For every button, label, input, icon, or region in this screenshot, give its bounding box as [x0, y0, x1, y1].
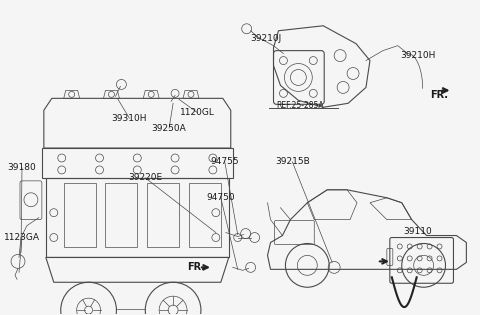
Text: 39310H: 39310H: [112, 114, 147, 123]
Text: 39220E: 39220E: [128, 173, 162, 182]
Text: 1123GA: 1123GA: [4, 233, 40, 242]
Text: FR.: FR.: [431, 90, 448, 100]
Text: 94750: 94750: [206, 193, 235, 202]
Text: 39250A: 39250A: [152, 124, 187, 133]
Text: 94755: 94755: [211, 158, 239, 166]
Text: 39210J: 39210J: [250, 34, 281, 43]
Text: 39180: 39180: [8, 163, 36, 172]
Text: REF.25-285A: REF.25-285A: [276, 101, 324, 110]
Text: 39110: 39110: [403, 227, 432, 236]
Text: FR.: FR.: [187, 262, 205, 272]
Text: 39215B: 39215B: [275, 158, 310, 166]
Text: 1120GL: 1120GL: [180, 108, 215, 117]
Text: 39210H: 39210H: [400, 51, 435, 60]
